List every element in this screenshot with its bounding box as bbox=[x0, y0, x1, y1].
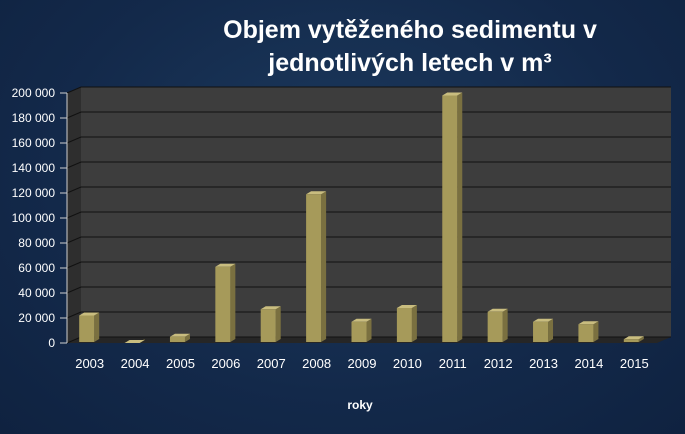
x-tick-label: 2007 bbox=[257, 356, 286, 371]
x-tick-label: 2011 bbox=[439, 356, 467, 371]
x-tick-label: 2005 bbox=[166, 356, 195, 371]
y-tick-label: 140 000 bbox=[12, 161, 56, 175]
bar-front bbox=[306, 194, 322, 342]
x-axis-label: roky bbox=[347, 398, 373, 412]
x-tick-label: 2003 bbox=[75, 356, 104, 371]
y-tick-label: 80 000 bbox=[18, 236, 55, 250]
bar-2010 bbox=[396, 305, 417, 342]
gridline bbox=[66, 86, 671, 94]
x-axis-ticks: 2003 2004 2005 2006 2007 2008 2009 2010 2011 2012… bbox=[75, 356, 649, 371]
x-tick-label: 2012 bbox=[484, 356, 513, 371]
bar-front bbox=[533, 321, 549, 342]
bar-2009 bbox=[351, 318, 372, 342]
bar-2007 bbox=[260, 306, 281, 342]
gridline bbox=[66, 236, 671, 244]
bar-top bbox=[306, 191, 327, 195]
bar-2015 bbox=[623, 336, 644, 342]
bar-top bbox=[533, 318, 554, 322]
bar-top bbox=[487, 308, 508, 312]
bars bbox=[79, 92, 644, 343]
bar-side bbox=[366, 318, 372, 342]
bar-side bbox=[184, 333, 190, 342]
bar-side bbox=[593, 321, 599, 342]
bar-side bbox=[94, 312, 100, 342]
gridline bbox=[66, 311, 671, 319]
bar-front bbox=[487, 311, 503, 342]
x-tick-label: 2008 bbox=[302, 356, 331, 371]
bar-side bbox=[230, 263, 236, 342]
bar-front bbox=[215, 266, 231, 342]
bar-2012 bbox=[487, 308, 508, 342]
chart-title: Objem vytěženého sedimentu v jednotlivýc… bbox=[223, 16, 597, 77]
bar-top bbox=[169, 333, 190, 337]
bar-top bbox=[623, 336, 644, 340]
gridline bbox=[66, 186, 671, 194]
bar-side bbox=[548, 318, 554, 342]
bar-front bbox=[169, 336, 185, 342]
bar-2003 bbox=[79, 312, 100, 342]
x-tick-label: 2014 bbox=[574, 356, 603, 371]
bar-front bbox=[260, 309, 276, 342]
bar-side bbox=[275, 306, 281, 342]
bar-2004 bbox=[124, 339, 145, 343]
bar-side bbox=[502, 308, 508, 342]
bar-2014 bbox=[578, 321, 599, 342]
bar-front bbox=[79, 315, 95, 342]
gridline bbox=[66, 161, 671, 169]
gridline bbox=[66, 261, 671, 269]
bar-front bbox=[623, 339, 639, 342]
gridline bbox=[66, 136, 671, 144]
x-tick-label: 2010 bbox=[393, 356, 422, 371]
gridlines bbox=[66, 86, 671, 344]
bar-top bbox=[215, 263, 236, 267]
y-axis-ticks: 0 20 000 40 000 60 000 80 000 100 000 120 000 1… bbox=[12, 86, 68, 350]
bar-front bbox=[396, 308, 412, 342]
bar-side bbox=[638, 336, 644, 342]
bar-top bbox=[442, 92, 463, 96]
gridline bbox=[66, 211, 671, 219]
y-tick-label: 100 000 bbox=[12, 211, 56, 225]
x-tick-label: 2006 bbox=[211, 356, 240, 371]
bar-2008 bbox=[306, 191, 327, 342]
x-tick-label: 2009 bbox=[348, 356, 377, 371]
bar-side bbox=[457, 92, 463, 342]
bar-side bbox=[411, 305, 417, 342]
y-tick-label: 120 000 bbox=[12, 186, 56, 200]
bar-front bbox=[442, 95, 458, 342]
bar-top bbox=[351, 318, 372, 322]
bar-top bbox=[396, 305, 417, 308]
bar-2006 bbox=[215, 263, 236, 342]
y-tick-label: 0 bbox=[48, 336, 55, 350]
bar-top bbox=[79, 312, 100, 316]
gridline bbox=[66, 111, 671, 119]
x-tick-label: 2013 bbox=[529, 356, 558, 371]
bar-2013 bbox=[533, 318, 554, 342]
bar-2011 bbox=[442, 92, 463, 342]
gridline bbox=[66, 286, 671, 294]
bar-front bbox=[351, 321, 367, 342]
y-tick-label: 180 000 bbox=[12, 111, 56, 125]
bar-top bbox=[124, 340, 145, 343]
x-tick-label: 2004 bbox=[121, 356, 150, 371]
bar-front bbox=[578, 324, 594, 342]
plot-area bbox=[67, 87, 671, 343]
y-tick-label: 20 000 bbox=[18, 311, 55, 325]
bar-top bbox=[578, 321, 599, 325]
y-tick-label: 60 000 bbox=[18, 261, 55, 275]
bar-top bbox=[260, 306, 281, 310]
bar-2005 bbox=[169, 333, 190, 342]
y-tick-label: 40 000 bbox=[18, 286, 55, 300]
bar-side bbox=[321, 191, 327, 342]
y-tick-label: 160 000 bbox=[12, 136, 56, 150]
y-tick-label: 200 000 bbox=[12, 86, 56, 100]
x-tick-label: 2015 bbox=[620, 356, 649, 371]
